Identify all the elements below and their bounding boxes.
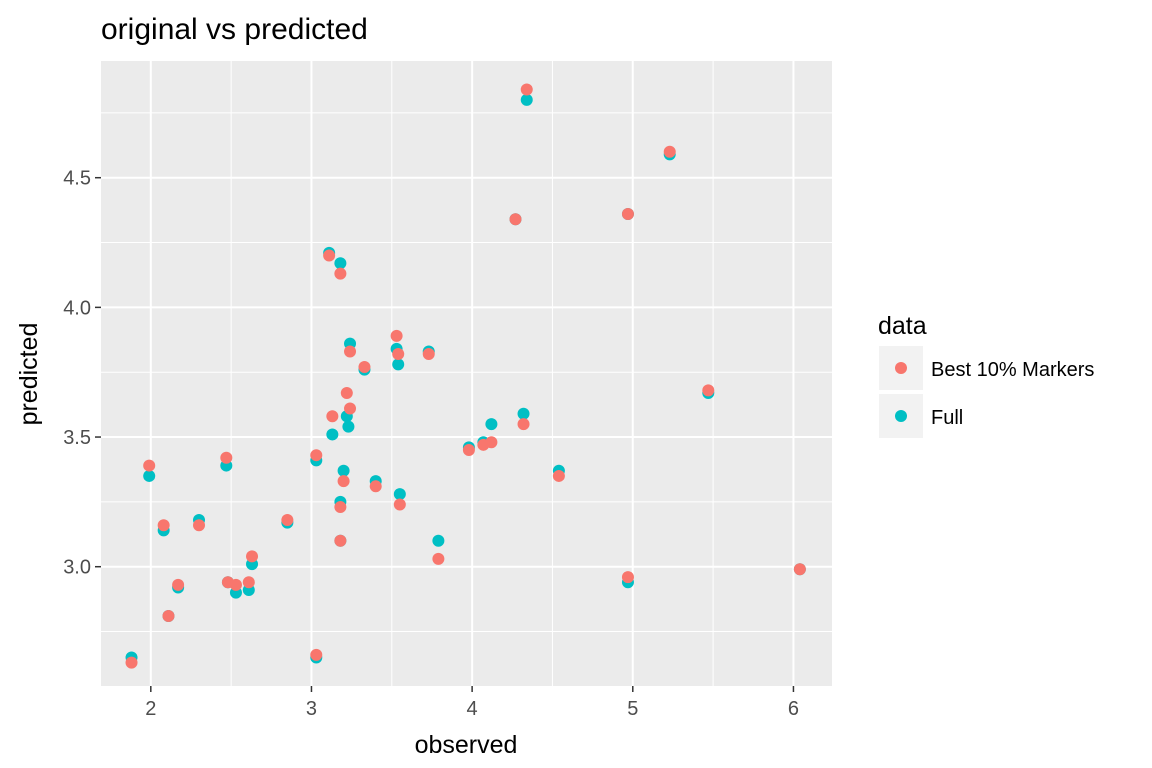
point-best [281,514,294,527]
point-best [344,345,357,358]
point-best [229,578,242,591]
y-tick-label: 4.0 [63,297,91,319]
point-best [390,329,403,342]
point-best [663,145,676,158]
point-best [310,449,323,462]
point-best [422,348,435,361]
point-best [517,418,530,431]
point-best [246,550,259,563]
point-best [143,459,156,472]
point-best [242,576,255,589]
x-axis-title: observed [415,731,518,759]
point-full [517,407,530,420]
x-tick-label: 6 [788,698,799,720]
legend-item-best-10-markers: Best 10% Markers [879,346,1094,390]
y-axis-title: predicted [15,323,43,426]
point-best [157,519,170,532]
point-best [323,249,336,262]
point-best [172,578,185,591]
point-full [485,418,498,431]
legend-title: data [878,312,927,340]
x-tick-label: 4 [467,698,478,720]
point-best [162,609,175,622]
point-full [342,420,355,433]
point-full [337,464,350,477]
y-axis: 3.0 3.5 4.0 4.5 [63,168,101,579]
point-full [432,534,445,547]
point-best [485,436,498,449]
point-best [369,480,382,493]
legend-swatch-full [895,410,907,422]
point-full [326,428,339,441]
point-best [334,501,347,514]
y-tick-label: 4.5 [63,168,91,190]
point-best [334,534,347,547]
x-tick-label: 3 [306,698,317,720]
point-best [520,83,533,96]
x-axis: 2 3 4 5 6 [145,686,799,720]
point-full [392,358,405,371]
point-best [393,498,406,511]
legend-label-full: Full [931,407,963,429]
point-best [193,519,206,532]
point-best [125,656,138,669]
point-best [621,208,634,221]
point-best [432,552,445,565]
point-best [358,361,371,374]
point-best [462,444,475,457]
point-best [621,571,634,584]
point-full [393,488,406,501]
point-best [793,563,806,576]
point-best [509,213,522,226]
point-best [310,648,323,661]
y-tick-label: 3.0 [63,557,91,579]
point-best [337,475,350,488]
minor-grid [101,61,832,686]
point-best [392,348,405,361]
point-best [220,451,233,464]
chart-title: original vs predicted [101,13,368,46]
x-tick-label: 2 [145,698,156,720]
point-best [552,469,565,482]
point-full [334,257,347,270]
legend-item-full: Full [879,394,963,438]
y-tick-label: 3.5 [63,427,91,449]
point-full [520,93,533,106]
series-best-10-markers [125,83,806,669]
point-best [326,410,339,423]
legend-label-best-10-markers: Best 10% Markers [931,359,1094,381]
legend: data Best 10% Markers Full [878,312,1094,438]
point-best [334,267,347,280]
point-best [702,384,715,397]
plot-panel [101,61,832,686]
point-best [344,402,357,415]
point-full [143,469,156,482]
x-tick-label: 5 [627,698,638,720]
legend-swatch-best-10-markers [895,362,907,374]
point-best [340,386,353,399]
